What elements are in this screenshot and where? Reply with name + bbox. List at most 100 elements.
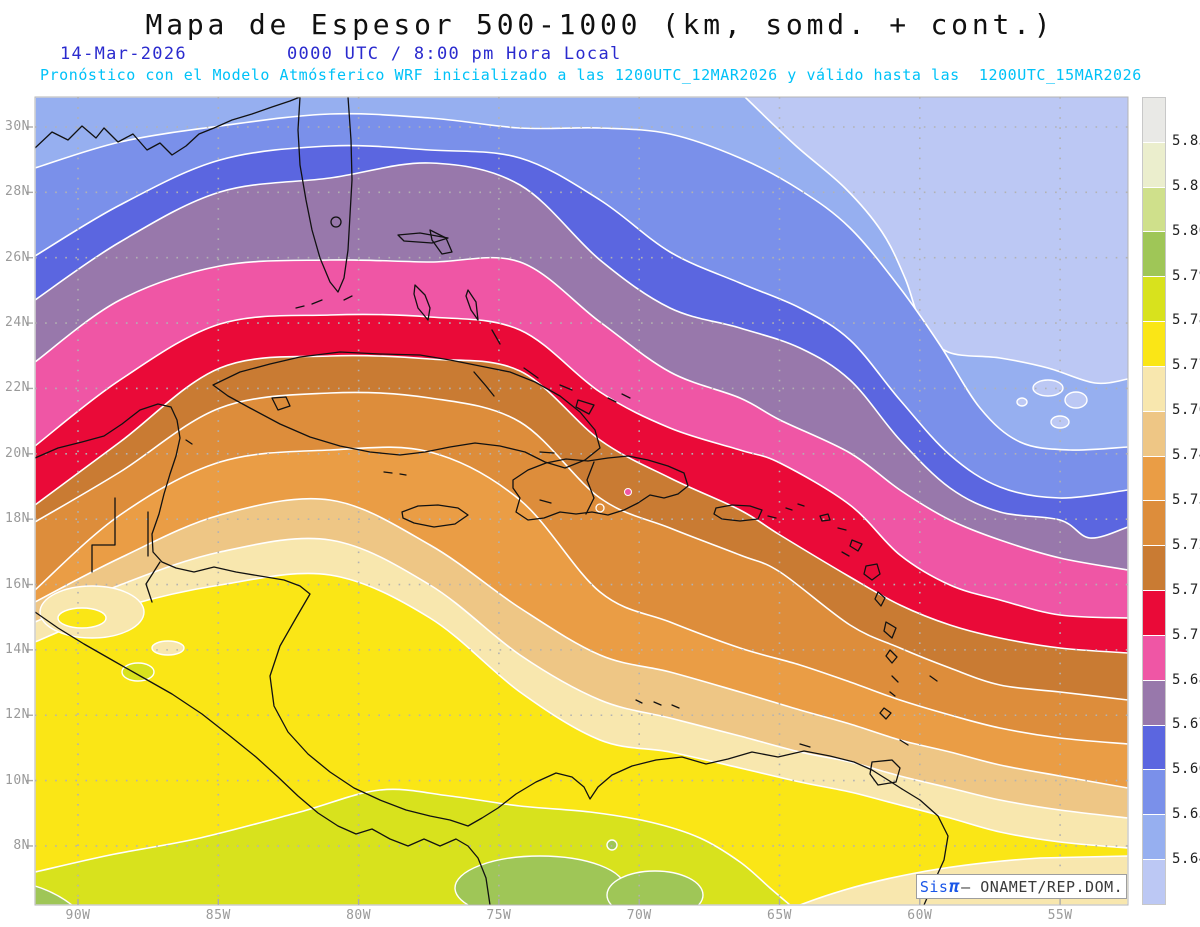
coastline-path bbox=[607, 393, 631, 403]
coastline-path bbox=[869, 759, 901, 786]
colorbar-segment-14 bbox=[1143, 725, 1165, 771]
coastline-path bbox=[889, 675, 899, 697]
coastline-path bbox=[512, 455, 689, 521]
sispi-pi-icon: π bbox=[949, 876, 961, 897]
colorbar-segment-4 bbox=[1143, 277, 1165, 323]
fonseca-chartreuse-patch bbox=[121, 662, 155, 682]
colorbar-label-5.664: 5.664 bbox=[1172, 761, 1200, 778]
hispaniola-pink-low-center bbox=[624, 488, 632, 496]
coastline-path bbox=[837, 527, 850, 557]
colorbar-segment-0 bbox=[1143, 98, 1165, 143]
coastline-path bbox=[91, 497, 161, 603]
lon-label-55W: 55W bbox=[1047, 908, 1073, 923]
colorbar-segment-10 bbox=[1143, 546, 1165, 592]
coastline-path bbox=[874, 591, 886, 607]
forecast-model-line: Pronóstico con el Modelo Atmósferico WRF… bbox=[40, 66, 1142, 84]
lon-label-70W: 70W bbox=[626, 908, 652, 923]
coastline-path bbox=[383, 471, 407, 476]
coastline-path bbox=[585, 461, 595, 515]
colorbar-label-5.64: 5.64 bbox=[1172, 851, 1200, 868]
lat-label-26N: 26N bbox=[5, 249, 30, 265]
lat-lon-gridlines bbox=[35, 97, 1128, 905]
lon-label-75W: 75W bbox=[486, 908, 512, 923]
lat-label-14N: 14N bbox=[5, 641, 30, 657]
colorbar-segment-17 bbox=[1143, 860, 1165, 904]
colorbar-segment-16 bbox=[1143, 815, 1165, 861]
coastline-path bbox=[635, 699, 680, 709]
colorbar-segment-5 bbox=[1143, 322, 1165, 367]
colorbar-segment-8 bbox=[1143, 456, 1165, 502]
colorbar-label-5.676: 5.676 bbox=[1172, 716, 1200, 733]
colorbar-label-5.807: 5.807 bbox=[1172, 222, 1200, 239]
lon-label-80W: 80W bbox=[346, 908, 372, 923]
colorbar-segment-6 bbox=[1143, 366, 1165, 412]
colorbar-label-5.76: 5.76 bbox=[1172, 402, 1200, 419]
lat-label-16N: 16N bbox=[5, 576, 30, 592]
low-patch bbox=[1064, 391, 1088, 409]
coastline-path bbox=[35, 403, 903, 827]
lat-label-28N: 28N bbox=[5, 184, 30, 200]
lat-label-12N: 12N bbox=[5, 707, 30, 723]
coastline-path bbox=[429, 229, 453, 255]
lon-label-85W: 85W bbox=[205, 908, 231, 923]
coastline-path bbox=[849, 539, 863, 552]
coastline-path bbox=[799, 675, 938, 748]
lon-label-90W: 90W bbox=[65, 908, 91, 923]
coastline-path bbox=[819, 513, 831, 522]
lat-label-20N: 20N bbox=[5, 445, 30, 461]
colorbar-label-5.783: 5.783 bbox=[1172, 312, 1200, 329]
sispi-logo-text: Sis bbox=[919, 877, 949, 896]
small-contour-ring bbox=[595, 503, 605, 513]
colorbar-label-5.795: 5.795 bbox=[1172, 267, 1200, 284]
lat-label-30N: 30N bbox=[5, 119, 30, 134]
coastline-path bbox=[295, 295, 353, 309]
coastline-path bbox=[863, 563, 881, 581]
colorbar-segment-13 bbox=[1143, 680, 1165, 726]
coastline-path bbox=[413, 284, 431, 321]
credit-box: Sis π – ONAMET/REP.DOM. bbox=[916, 874, 1127, 899]
coastline-path bbox=[185, 439, 193, 445]
coastline-path bbox=[575, 399, 595, 415]
coastline-path bbox=[539, 451, 555, 504]
thickness-colorbar bbox=[1142, 97, 1166, 905]
contour-band-783 bbox=[35, 788, 1128, 905]
colorbar-label-5.831: 5.831 bbox=[1172, 132, 1200, 149]
valid-time-label: 0000 UTC / 8:00 pm Hora Local bbox=[287, 44, 622, 64]
lat-label-24N: 24N bbox=[5, 315, 30, 331]
highland-cream-patch bbox=[151, 640, 185, 656]
lon-label-60W: 60W bbox=[907, 908, 933, 923]
coastline-path bbox=[465, 289, 479, 321]
low-patch bbox=[1050, 415, 1070, 429]
coastline-path bbox=[35, 611, 491, 905]
valid-date-label: 14-Mar-2026 bbox=[60, 44, 187, 64]
axis-ticks bbox=[26, 126, 1061, 905]
colorbar-label-5.688: 5.688 bbox=[1172, 671, 1200, 688]
coastline-path bbox=[879, 707, 892, 720]
low-patch bbox=[1032, 379, 1064, 397]
lat-label-22N: 22N bbox=[5, 380, 30, 396]
credit-text: – ONAMET/REP.DOM. bbox=[961, 877, 1124, 896]
colorbar-label-5.7: 5.7 bbox=[1172, 626, 1199, 643]
coastline-path bbox=[297, 97, 353, 293]
coastline-path bbox=[885, 649, 898, 664]
lat-label-8N: 8N bbox=[13, 837, 30, 853]
coastline-path bbox=[271, 396, 291, 411]
coastline-path bbox=[35, 97, 301, 156]
colorbar-label-5.819: 5.819 bbox=[1172, 177, 1200, 194]
colorbar-label-5.712: 5.712 bbox=[1172, 581, 1200, 598]
colorbar-segment-15 bbox=[1143, 770, 1165, 816]
lat-label-10N: 10N bbox=[5, 772, 30, 788]
colorbar-label-5.724: 5.724 bbox=[1172, 536, 1200, 553]
lat-label-18N: 18N bbox=[5, 511, 30, 527]
coastline-path bbox=[397, 232, 449, 244]
map-frame bbox=[34, 96, 1129, 906]
highland-yellow-patch bbox=[57, 607, 107, 629]
coastline-path bbox=[330, 216, 342, 228]
coastline-path bbox=[767, 503, 805, 519]
colorbar-label-5.736: 5.736 bbox=[1172, 492, 1200, 508]
coastline-path bbox=[212, 351, 601, 469]
coastline-path bbox=[401, 504, 469, 528]
thickness-contour-bands bbox=[35, 97, 1128, 905]
coastline-path bbox=[883, 621, 897, 639]
